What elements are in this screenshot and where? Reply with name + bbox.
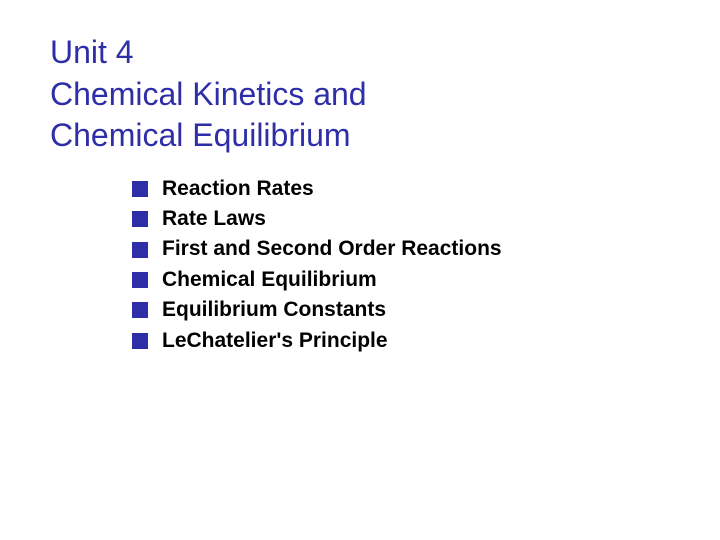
title-line-2: Chemical Kinetics and [50, 74, 670, 116]
bullet-square-icon [132, 272, 148, 288]
bullet-list: Reaction Rates Rate Laws First and Secon… [132, 175, 670, 355]
bullet-text: LeChatelier's Principle [162, 327, 388, 355]
list-item: Chemical Equilibrium [132, 266, 670, 294]
list-item: Equilibrium Constants [132, 296, 670, 324]
list-item: Rate Laws [132, 205, 670, 233]
slide-container: Unit 4 Chemical Kinetics and Chemical Eq… [0, 0, 720, 389]
slide-title: Unit 4 Chemical Kinetics and Chemical Eq… [50, 32, 670, 157]
list-item: Reaction Rates [132, 175, 670, 203]
bullet-text: Equilibrium Constants [162, 296, 386, 324]
bullet-text: Reaction Rates [162, 175, 314, 203]
bullet-square-icon [132, 181, 148, 197]
bullet-text: First and Second Order Reactions [162, 235, 502, 263]
title-line-3: Chemical Equilibrium [50, 115, 670, 157]
bullet-text: Chemical Equilibrium [162, 266, 377, 294]
title-line-1: Unit 4 [50, 32, 670, 74]
list-item: First and Second Order Reactions [132, 235, 670, 263]
bullet-text: Rate Laws [162, 205, 266, 233]
bullet-square-icon [132, 242, 148, 258]
bullet-square-icon [132, 333, 148, 349]
list-item: LeChatelier's Principle [132, 327, 670, 355]
bullet-square-icon [132, 211, 148, 227]
bullet-square-icon [132, 302, 148, 318]
